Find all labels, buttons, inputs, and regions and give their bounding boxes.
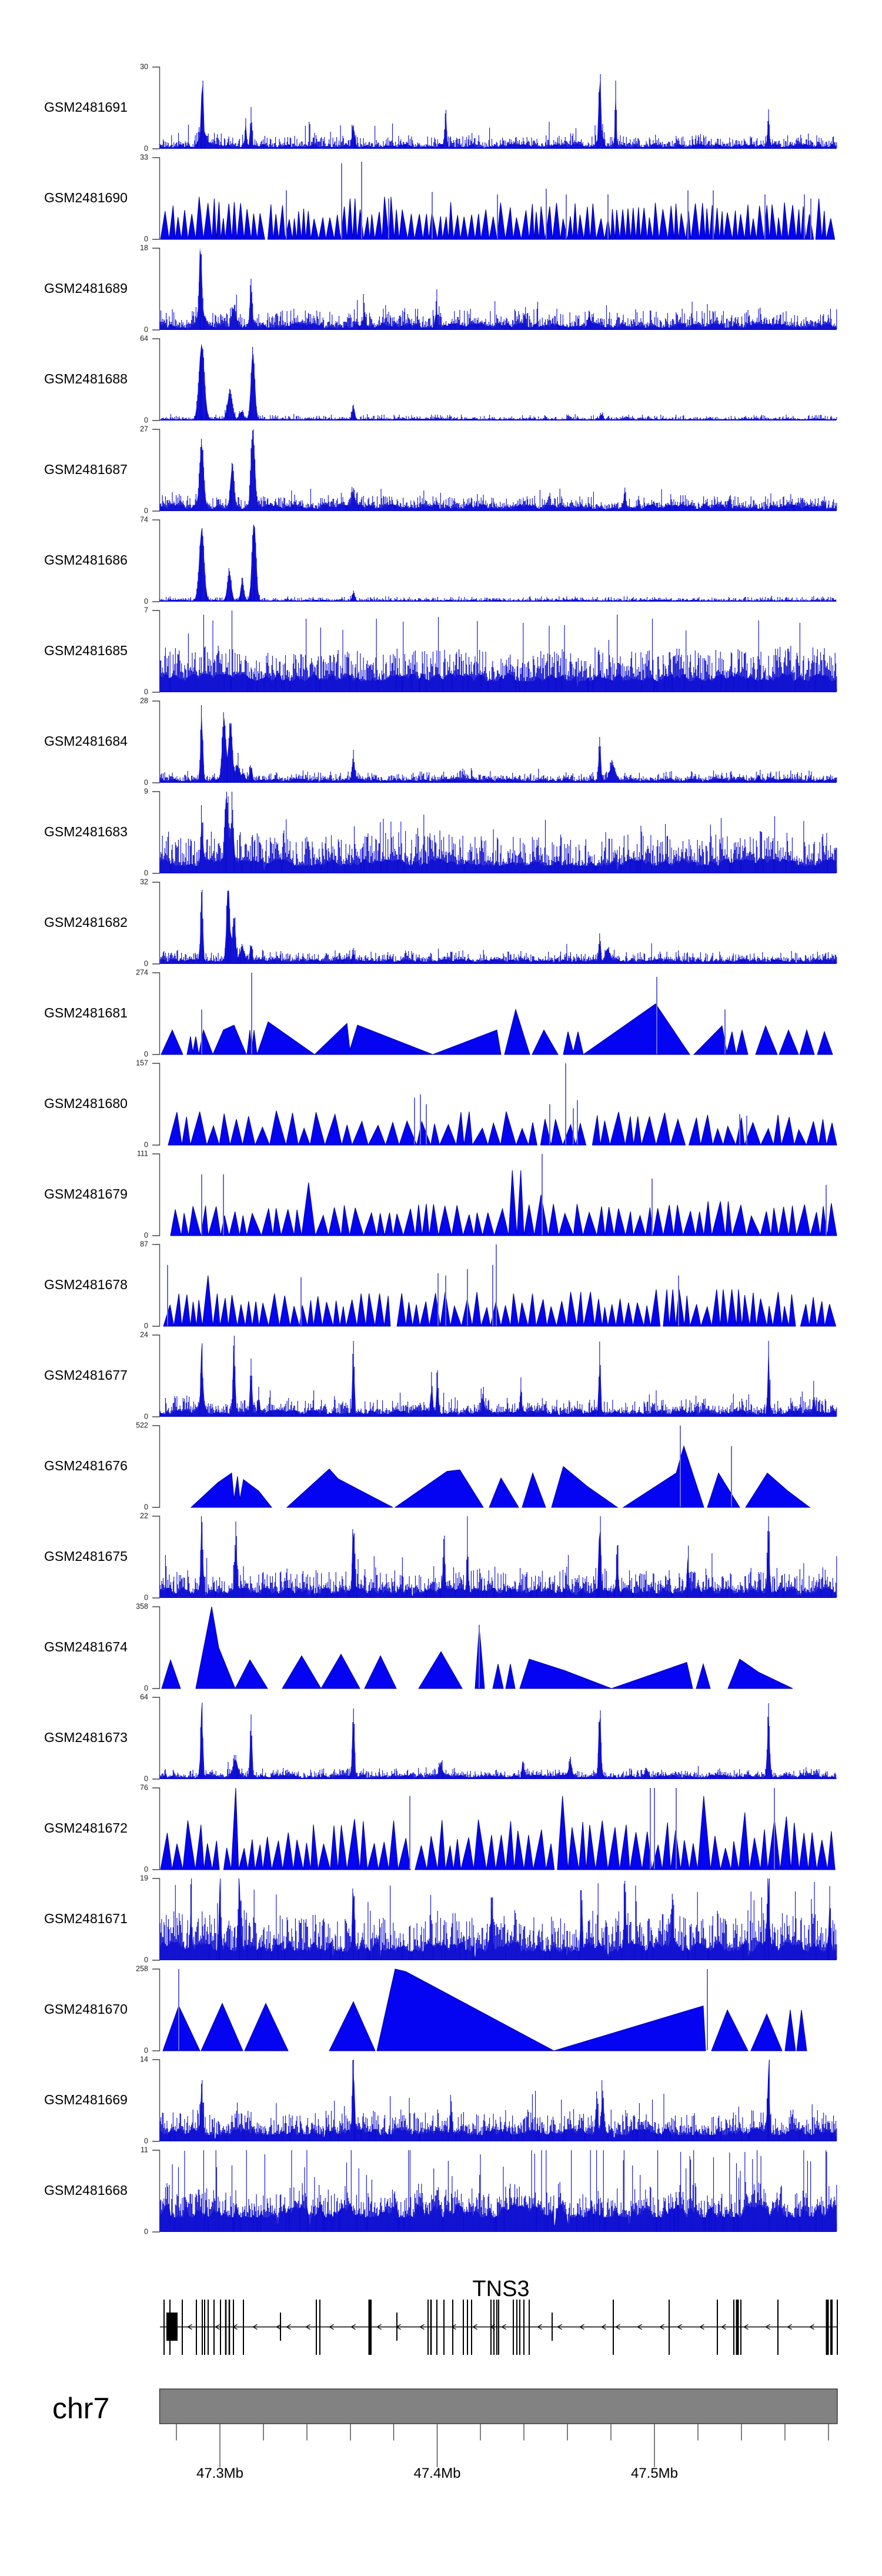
svg-text:0: 0 [144,869,148,877]
svg-text:GSM2481669: GSM2481669 [44,2092,128,2107]
svg-text:18: 18 [140,244,148,252]
svg-text:7: 7 [144,606,148,615]
svg-text:GSM2481678: GSM2481678 [44,1277,128,1292]
svg-text:GSM2481683: GSM2481683 [44,824,128,839]
svg-text:GSM2481680: GSM2481680 [44,1096,128,1111]
svg-text:0: 0 [144,1322,148,1330]
svg-text:GSM2481689: GSM2481689 [44,281,128,296]
svg-text:0: 0 [144,2047,148,2055]
svg-text:64: 64 [140,335,148,343]
svg-text:274: 274 [136,969,148,977]
svg-text:0: 0 [144,1413,148,1421]
svg-text:24: 24 [140,1331,148,1339]
svg-text:GSM2481690: GSM2481690 [44,190,128,205]
svg-text:47.4Mb: 47.4Mb [413,2465,460,2481]
svg-text:157: 157 [136,1059,148,1067]
svg-text:chr7: chr7 [52,2392,109,2425]
svg-text:GSM2481677: GSM2481677 [44,1367,128,1383]
svg-text:GSM2481673: GSM2481673 [44,1730,128,1745]
svg-text:0: 0 [144,145,148,153]
svg-text:0: 0 [144,1866,148,1874]
svg-text:0: 0 [144,326,148,334]
svg-text:GSM2481687: GSM2481687 [44,462,128,477]
svg-text:GSM2481686: GSM2481686 [44,552,128,568]
svg-text:GSM2481668: GSM2481668 [44,2183,128,2198]
svg-text:0: 0 [144,1775,148,1783]
svg-text:33: 33 [140,154,148,162]
svg-text:9: 9 [144,788,148,796]
svg-text:32: 32 [140,878,148,886]
svg-text:0: 0 [144,1232,148,1240]
svg-text:0: 0 [144,1141,148,1149]
svg-text:0: 0 [144,598,148,606]
svg-text:GSM2481676: GSM2481676 [44,1458,128,1473]
svg-text:GSM2481684: GSM2481684 [44,733,128,749]
svg-text:14: 14 [140,2056,148,2064]
svg-text:GSM2481688: GSM2481688 [44,371,128,386]
svg-text:258: 258 [136,1965,148,1973]
svg-text:0: 0 [144,688,148,696]
svg-text:GSM2481670: GSM2481670 [44,2001,128,2017]
svg-text:22: 22 [140,1512,148,1520]
svg-text:522: 522 [136,1422,148,1430]
svg-text:0: 0 [144,779,148,787]
svg-text:GSM2481679: GSM2481679 [44,1186,128,1202]
svg-text:0: 0 [144,2137,148,2145]
svg-text:87: 87 [140,1240,148,1249]
svg-text:GSM2481672: GSM2481672 [44,1820,128,1836]
svg-text:GSM2481674: GSM2481674 [44,1639,128,1654]
svg-text:0: 0 [144,2228,148,2236]
svg-text:0: 0 [144,960,148,968]
svg-text:0: 0 [144,1503,148,1511]
svg-text:GSM2481682: GSM2481682 [44,915,128,930]
svg-text:47.3Mb: 47.3Mb [196,2465,243,2481]
svg-text:0: 0 [144,235,148,243]
svg-text:11: 11 [141,2146,148,2154]
svg-text:TNS3: TNS3 [472,2277,529,2301]
svg-text:76: 76 [140,1784,148,1792]
svg-text:0: 0 [144,1050,148,1059]
svg-text:0: 0 [144,1684,148,1693]
svg-text:0: 0 [144,1594,148,1602]
svg-text:19: 19 [140,1874,148,1883]
svg-text:0: 0 [144,1956,148,1964]
svg-text:GSM2481681: GSM2481681 [44,1005,128,1020]
svg-text:28: 28 [140,697,148,705]
svg-text:27: 27 [140,425,148,433]
svg-text:0: 0 [144,416,148,425]
svg-text:30: 30 [140,63,148,71]
svg-text:64: 64 [140,1693,148,1701]
svg-text:47.5Mb: 47.5Mb [631,2465,678,2481]
svg-text:GSM2481685: GSM2481685 [44,643,128,658]
svg-text:111: 111 [137,1150,148,1158]
svg-text:GSM2481671: GSM2481671 [44,1911,128,1926]
svg-text:GSM2481691: GSM2481691 [44,99,128,115]
svg-text:358: 358 [136,1603,148,1611]
svg-text:GSM2481675: GSM2481675 [44,1549,128,1564]
svg-text:0: 0 [144,507,148,515]
svg-text:74: 74 [140,516,148,524]
